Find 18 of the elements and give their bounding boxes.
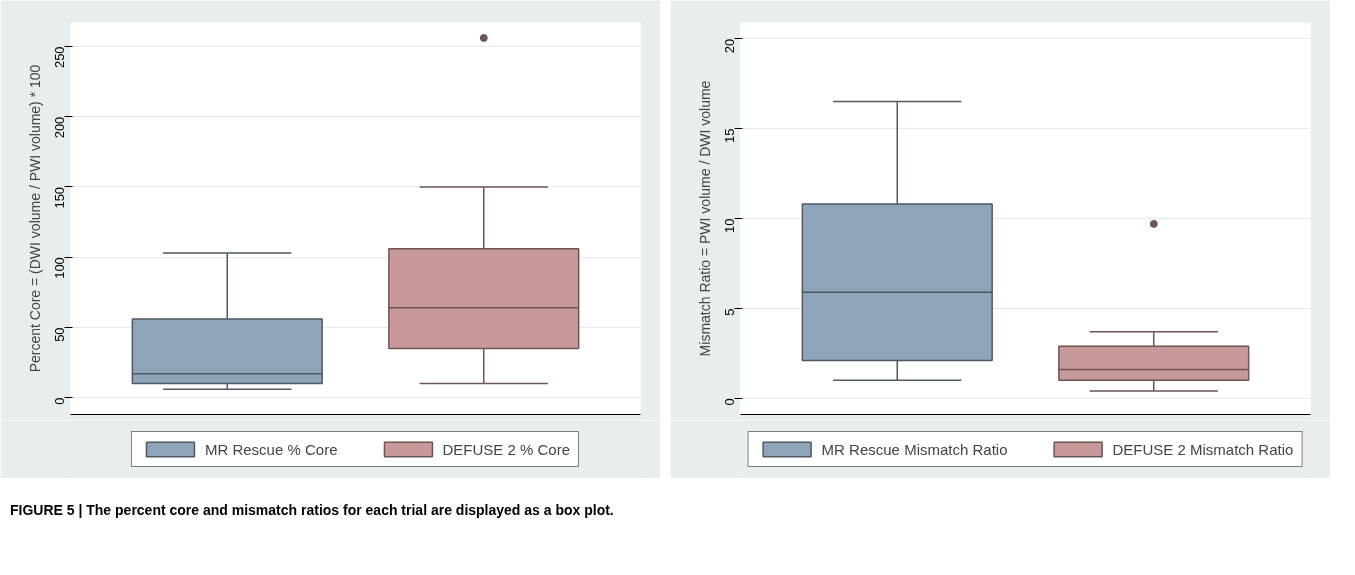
y-axis-title: Percent Core = (DWI volume / PWI volume) * 100: [26, 64, 43, 373]
y-tick-label: 250: [52, 46, 67, 69]
y-tick-label: 5: [722, 308, 737, 316]
y-tick-label: 50: [52, 327, 67, 342]
y-tick-label: 0: [52, 397, 67, 405]
y-tick-label: 20: [722, 38, 737, 54]
y-tick-label: 0: [722, 398, 737, 406]
caption: FIGURE 5 | The percent core and mismatch ratios for each trial are displayed as a box plot.: [10, 501, 614, 520]
legend-label: DEFUSE 2 Mismatch Ratio: [1112, 440, 1294, 458]
y-axis-title: Mismatch Ratio = PWI volume / DWI volume: [696, 80, 713, 357]
legend-label: DEFUSE 2 % Core: [442, 440, 571, 458]
y-tick-label: 200: [52, 116, 67, 139]
y-tick-label: 10: [722, 218, 737, 233]
y-tick-label: 150: [52, 186, 67, 209]
y-tick-label: 15: [722, 128, 737, 144]
legend-label: MR Rescue Mismatch Ratio: [821, 440, 1008, 458]
y-tick-label: 100: [52, 257, 67, 279]
legend-label: MR Rescue % Core: [204, 440, 338, 458]
